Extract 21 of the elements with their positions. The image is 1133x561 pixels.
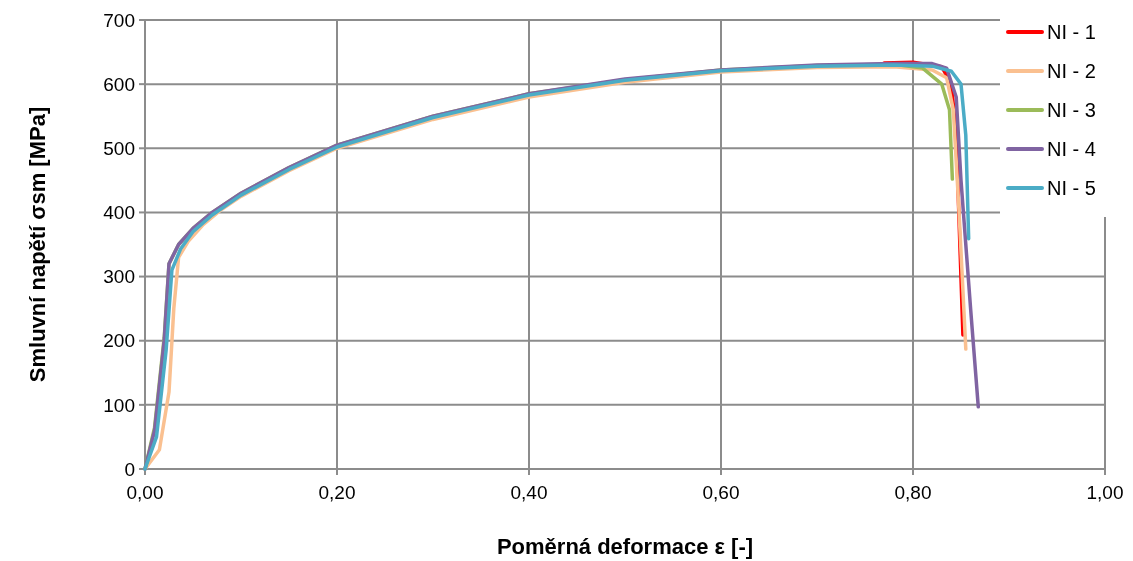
y-tick-label: 600	[103, 73, 135, 95]
y-axis-title: Smluvní napětí σsm [MPa]	[25, 106, 50, 383]
legend-label: NI - 5	[1047, 177, 1096, 199]
x-tick-label: 0,20	[318, 482, 356, 503]
y-tick-label: 200	[103, 330, 135, 352]
y-tick-label: 300	[103, 266, 135, 288]
x-tick-label: 1,00	[1086, 482, 1124, 503]
y-tick-label: 100	[103, 394, 135, 416]
y-tick-label: 500	[103, 137, 135, 159]
legend-label: NI - 3	[1047, 99, 1096, 121]
y-tick-label: 400	[103, 202, 135, 224]
x-tick-label: 0,40	[510, 482, 548, 503]
legend-label: NI - 2	[1047, 60, 1096, 82]
y-tick-label: 700	[103, 9, 135, 31]
x-tick-label: 0,60	[702, 482, 740, 503]
x-tick-label: 0,80	[894, 482, 932, 503]
x-tick-label: 0,00	[126, 482, 164, 503]
legend-label: NI - 4	[1047, 138, 1096, 160]
y-tick-label: 0	[124, 458, 135, 480]
legend-label: NI - 1	[1047, 21, 1096, 43]
x-axis-title: Poměrná deformace ε [-]	[496, 534, 754, 559]
